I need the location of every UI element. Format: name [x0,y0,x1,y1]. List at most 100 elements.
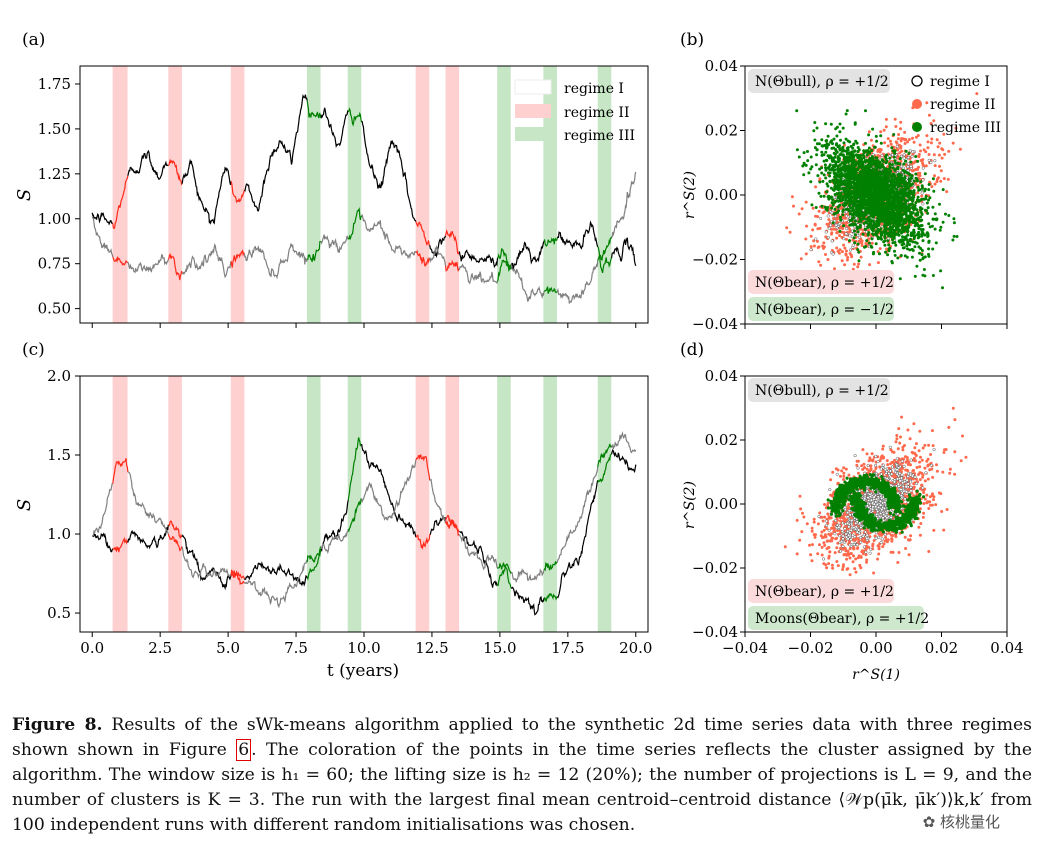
scatter-point [813,121,817,124]
scatter-point [886,137,890,141]
scatter-point [879,198,883,201]
scatter-point [825,222,829,226]
scatter-point [829,223,833,227]
scatter-point [904,200,908,204]
scatter-point [843,263,847,267]
scatter-point [828,168,832,171]
scatter-point [841,187,844,190]
scatter-point [874,242,878,246]
scatter-point [832,137,836,141]
scatter-point [864,109,867,113]
scatter-point [931,274,935,277]
scatter-point [842,237,846,241]
scatter-point [845,184,849,188]
scatter-point [869,220,873,224]
scatter-point [885,216,889,220]
scatter-point [902,156,906,160]
scatter-point [922,268,926,271]
scatter-point [911,193,915,197]
scatter-point [899,159,903,163]
scatter-point [853,219,857,223]
series-line-S1 [347,437,363,501]
x-tick-label: 15.0 [483,639,516,657]
scatter-point [887,220,890,224]
scatter-point [844,137,848,141]
scatter-point [886,253,890,257]
scatter-point [819,216,823,220]
scatter-point [912,228,916,232]
scatter-point [883,239,887,243]
scatter-point [825,139,829,142]
scatter-point [820,150,824,154]
scatter-point [843,192,847,196]
scatter-point [797,155,801,159]
scatter-point [927,240,931,244]
scatter-point [812,239,816,243]
scatter-point [846,161,850,164]
scatter-point [885,153,888,157]
scatter-point [890,261,894,265]
scatter-point [933,164,937,168]
scatter-point [906,162,911,166]
series-line-S2 [458,263,499,285]
scatter-point [879,171,883,175]
scatter-point [853,149,857,153]
scatter-point [841,227,845,231]
scatter-point [908,220,912,224]
y-tick-label: 1.5 [47,446,71,464]
scatter-point [928,225,932,229]
panel-label-a: (a) [22,30,45,50]
scatter-point [918,188,922,192]
scatter-point [896,161,900,165]
scatter-point [914,201,918,205]
scatter-point [883,141,887,145]
scatter-point [888,196,892,200]
scatter-point [857,250,861,254]
scatter-point [871,252,875,256]
y-tick-label: 1.00 [38,210,71,228]
scatter-point [841,208,845,212]
scatter-point [912,237,916,241]
scatter-point [844,214,849,218]
scatter-point [947,214,951,217]
scatter-point [881,165,885,169]
scatter-point [937,153,941,157]
scatter-point [833,200,837,203]
regime-III-band [306,376,321,632]
scatter-point [902,246,906,250]
scatter-point [841,203,845,207]
scatter-point [939,225,943,229]
scatter-point [910,154,914,159]
scatter-point [795,148,799,152]
scatter-point [837,159,841,163]
scatter-point [856,146,860,149]
scatter-point [894,243,898,247]
series-line-S1 [306,548,322,581]
scatter-point [905,171,909,175]
panel-c-timeseries: 0.51.01.52.00.0 2.5 5.0 7.5 10.0 12.5 15.0 17.5… [14,367,652,681]
scatter-point [825,159,829,162]
series-line-S2 [307,240,322,263]
scatter-point [931,205,935,209]
scatter-point [897,133,901,136]
scatter-point [841,213,845,217]
scatter-point [881,159,885,163]
scatter-point [897,172,901,176]
scatter-point [832,217,835,220]
scatter-point [870,237,874,241]
scatter-point [889,139,892,143]
scatter-point [817,209,821,213]
scatter-point [906,191,910,194]
series-line-S1 [458,249,499,269]
scatter-point [848,223,852,227]
scatter-point [807,171,811,175]
scatter-point [896,256,900,260]
series-line-S1 [543,592,558,603]
regime-II-band [415,376,430,632]
scatter-point [820,166,824,170]
scatter-point [872,233,876,237]
scatter-point [830,239,834,243]
scatter-point [898,240,902,244]
y-tick-label: 1.25 [38,165,71,183]
scatter-point [890,215,894,218]
